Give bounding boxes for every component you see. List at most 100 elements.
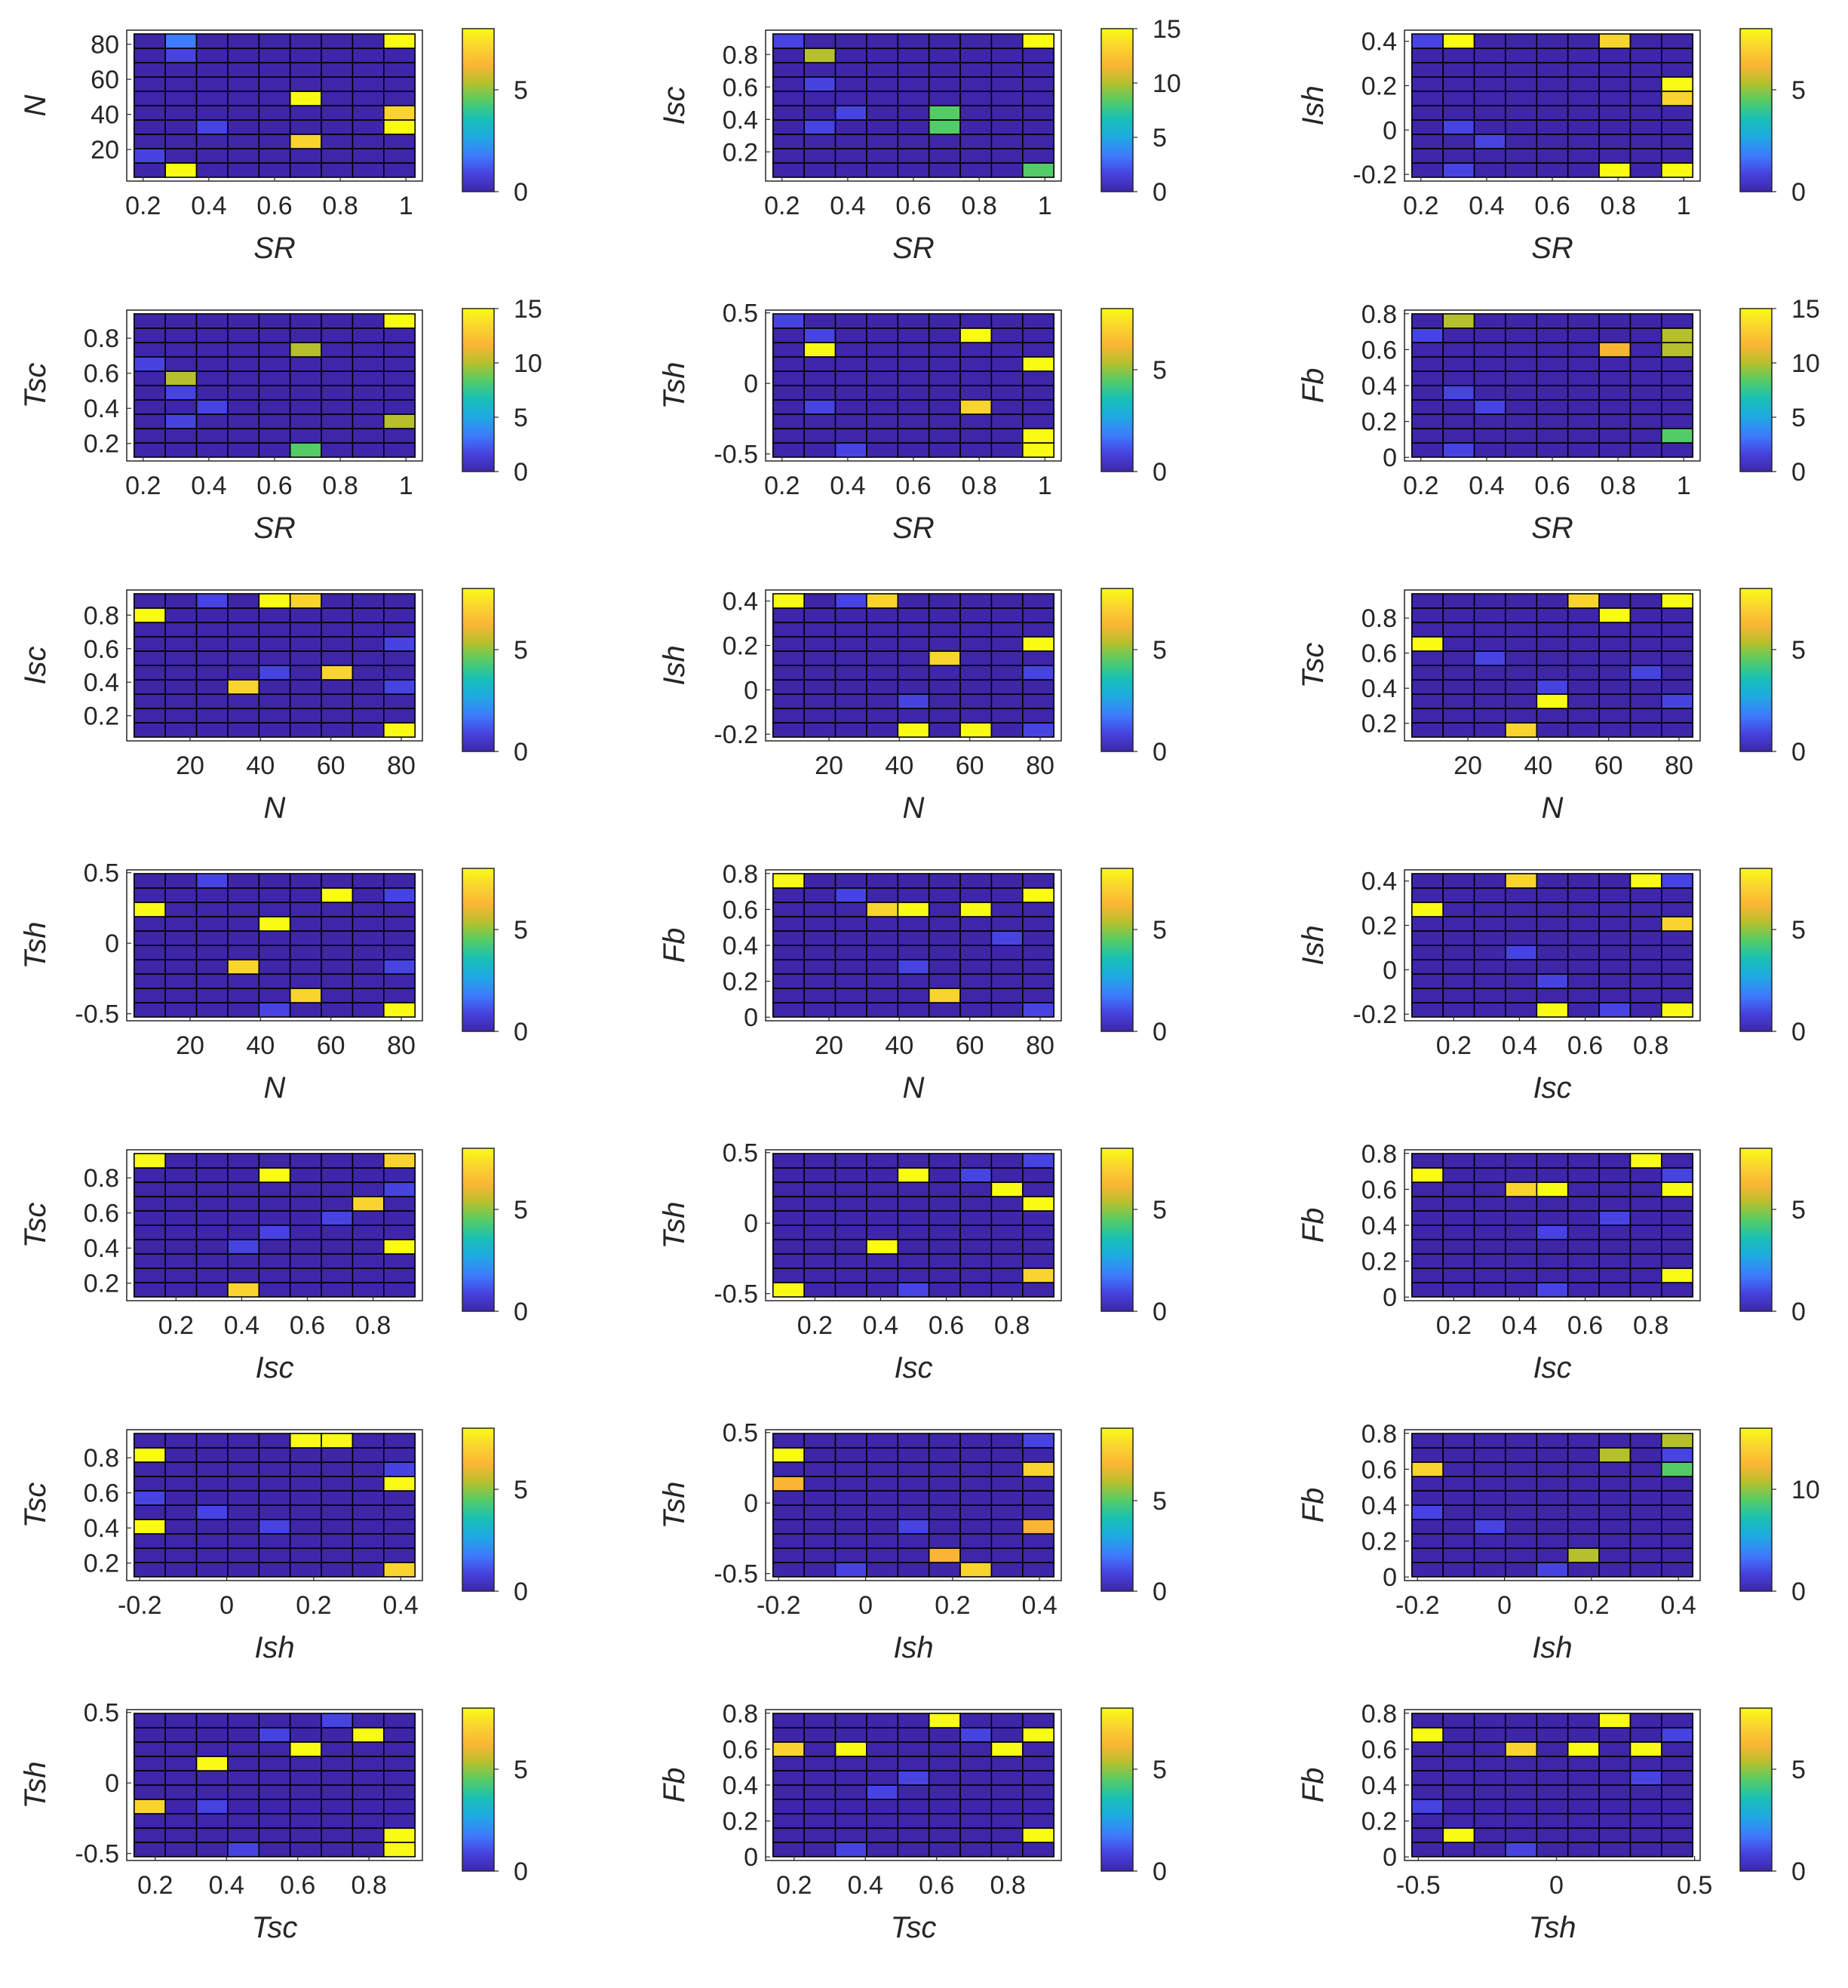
heatmap-cell: [990, 1799, 1024, 1814]
heatmap-cell: [1598, 593, 1632, 609]
heatmap-cell: [1473, 442, 1506, 458]
heatmap-cell: [1598, 916, 1632, 932]
heatmap-cell: [195, 902, 229, 917]
heatmap-cell: [1411, 1239, 1444, 1255]
heatmap-cell: [990, 428, 1024, 444]
heatmap-cell: [803, 134, 837, 149]
y-axis-label: Ish: [1297, 85, 1330, 125]
heatmap-cell: [1442, 1461, 1475, 1477]
heatmap-cell heatmap-cell-active: [258, 1167, 291, 1183]
heatmap-cell: [959, 134, 993, 149]
heatmap-cell: [1022, 959, 1054, 975]
heatmap-cell: [990, 1461, 1024, 1477]
heatmap-cell: [258, 1741, 291, 1757]
heatmap-cell: [1629, 148, 1662, 164]
heatmap-cell: [959, 1282, 993, 1298]
heatmap-cell: [834, 1224, 867, 1240]
heatmap-cell: [1022, 1476, 1054, 1492]
heatmap-cell: [383, 62, 416, 78]
heatmap-cell: [1629, 1461, 1662, 1477]
heatmap-cell: [1022, 1770, 1054, 1786]
heatmap-cell: [1598, 1784, 1632, 1800]
heatmap-cell: [1661, 148, 1694, 164]
heatmap-cell: [1567, 134, 1600, 149]
heatmap-cell heatmap-cell-active: [383, 1827, 416, 1843]
y-tick-label: 0.4: [84, 1234, 119, 1263]
colorbar: [462, 1427, 495, 1592]
heatmap-cell: [1411, 356, 1444, 372]
heatmap-cell: [990, 1519, 1024, 1535]
heatmap-cell: [897, 399, 930, 415]
heatmap-cell: [1411, 1447, 1444, 1463]
heatmap-cell heatmap-cell-active: [289, 988, 322, 1003]
heatmap-cell: [227, 1519, 260, 1535]
heatmap-cell: [351, 959, 385, 975]
heatmap-cell: [1473, 313, 1506, 329]
heatmap-cell: [1411, 959, 1444, 975]
heatmap-cell: [258, 1842, 291, 1857]
heatmap-cell: [227, 622, 260, 638]
x-axis-label: SR: [253, 512, 296, 545]
heatmap-cell: [928, 1562, 961, 1578]
heatmap-cell: [195, 1002, 229, 1018]
heatmap-cell heatmap-cell-active: [1411, 1461, 1444, 1477]
heatmap-cell: [289, 399, 322, 415]
heatmap-cell: [1661, 1153, 1694, 1169]
heatmap-cell: [1629, 1813, 1662, 1829]
heatmap-cell: [227, 973, 260, 989]
heatmap-cell heatmap-cell-active: [1022, 1002, 1054, 1018]
heatmap-cell: [227, 91, 260, 106]
heatmap-cell heatmap-cell-active: [1411, 1504, 1444, 1520]
heatmap-cell: [195, 62, 229, 78]
heatmap-cell: [1022, 1813, 1054, 1829]
heatmap-cell: [928, 134, 961, 149]
heatmap-cell: [351, 1433, 385, 1449]
heatmap-cell: [195, 1770, 229, 1786]
heatmap-cell: [1629, 1827, 1662, 1843]
heatmap-cell: [1598, 973, 1632, 989]
heatmap-cell: [1629, 1181, 1662, 1197]
heatmap-cell heatmap-cell-active: [772, 593, 805, 609]
heatmap-cell: [990, 1770, 1024, 1786]
heatmap-cell: [803, 1002, 837, 1018]
heatmap-cell: [258, 902, 291, 917]
heatmap-cell: [351, 679, 385, 695]
heatmap-cell: [1411, 413, 1444, 429]
heatmap-cell heatmap-cell-active: [1598, 1447, 1632, 1463]
y-tick-label: 0.2: [1361, 72, 1397, 101]
heatmap-cell: [321, 607, 354, 623]
x-tick-label: 0.5: [1677, 1871, 1712, 1900]
x-tick-label: 0.2: [137, 1871, 173, 1900]
heatmap-cell: [866, 1476, 899, 1492]
heatmap-cell heatmap-cell-active: [1473, 134, 1506, 149]
y-tick-label: 0.4: [1361, 868, 1397, 896]
heatmap-cell: [897, 1827, 930, 1843]
heatmap-cell: [866, 708, 899, 724]
heatmap-cell: [959, 76, 993, 92]
colorbar-tick-label: 5: [514, 1196, 528, 1224]
heatmap-cell heatmap-cell-active: [897, 902, 930, 917]
heatmap-cell: [195, 607, 229, 623]
heatmap-cell: [164, 988, 198, 1003]
colorbar-tick-label: 10: [1791, 1476, 1820, 1504]
heatmap-cell: [834, 693, 867, 709]
heatmap-cell: [1442, 679, 1475, 695]
heatmap-cell: [990, 1210, 1024, 1226]
heatmap-cell heatmap-cell-active: [195, 1799, 229, 1814]
heatmap-cell: [1505, 973, 1538, 989]
heatmap-cell: [834, 399, 867, 415]
heatmap-cell: [772, 1181, 805, 1197]
heatmap-cell: [321, 1547, 354, 1563]
heatmap-cell: [351, 873, 385, 889]
heatmap-cell: [351, 428, 385, 444]
heatmap-cell: [1629, 902, 1662, 917]
heatmap-cell heatmap-cell-active: [1661, 162, 1694, 178]
heatmap-cell: [1442, 148, 1475, 164]
x-tick-label: 80: [387, 751, 416, 780]
heatmap-cell: [351, 1002, 385, 1018]
heatmap-cell: [928, 1784, 961, 1800]
heatmap-cell: [990, 1756, 1024, 1771]
heatmap-cell: [803, 1756, 837, 1771]
heatmap-cell: [195, 1239, 229, 1255]
